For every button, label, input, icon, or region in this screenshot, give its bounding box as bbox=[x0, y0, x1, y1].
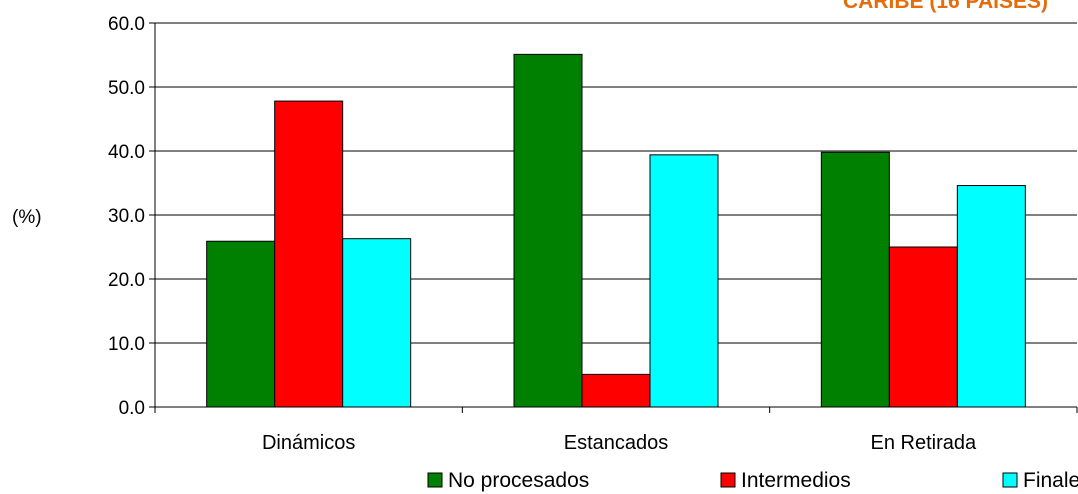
bars bbox=[206, 53, 1026, 408]
legend-label: Intermedios bbox=[741, 469, 851, 492]
y-tick-label: 0.0 bbox=[119, 398, 145, 419]
legend: No procesados Intermedios Finales bbox=[427, 469, 1078, 492]
y-tick-label: 30.0 bbox=[108, 206, 145, 227]
y-tick-label: 40.0 bbox=[108, 142, 145, 163]
x-category-label: En Retirada bbox=[871, 432, 977, 454]
legend-swatch bbox=[720, 472, 736, 488]
y-axis-ticks: 0.0 10.0 20.0 30.0 40.0 50.0 60.0 bbox=[108, 14, 155, 419]
chart-title: CARIBE (16 PAÍSES) bbox=[843, 0, 1048, 13]
bar-finales-2 bbox=[649, 154, 719, 408]
y-tick-label: 20.0 bbox=[108, 270, 145, 291]
bar-intermedios-3 bbox=[888, 246, 958, 408]
legend-swatch bbox=[427, 472, 443, 488]
x-category-label: Dinámicos bbox=[262, 432, 355, 454]
category-labels: Dinámicos Estancados En Retirada bbox=[262, 432, 977, 454]
bar-no-procesados-2 bbox=[513, 53, 583, 408]
bar-intermedios-1 bbox=[274, 100, 344, 408]
bar-intermedios-2 bbox=[581, 373, 651, 408]
bar-finales-1 bbox=[342, 238, 412, 408]
bar-no-procesados-1 bbox=[206, 240, 276, 408]
y-axis-label: (%) bbox=[12, 207, 42, 228]
legend-swatch bbox=[1002, 472, 1018, 488]
axes bbox=[154, 23, 1078, 413]
legend-label: No procesados bbox=[448, 469, 589, 492]
y-tick-label: 50.0 bbox=[108, 78, 145, 99]
y-tick-label: 60.0 bbox=[108, 14, 145, 35]
legend-label: Finales bbox=[1023, 469, 1078, 492]
x-category-label: Estancados bbox=[564, 432, 669, 454]
y-tick-label: 10.0 bbox=[108, 334, 145, 355]
bar-no-procesados-3 bbox=[820, 151, 890, 408]
bar-finales-3 bbox=[956, 185, 1026, 408]
